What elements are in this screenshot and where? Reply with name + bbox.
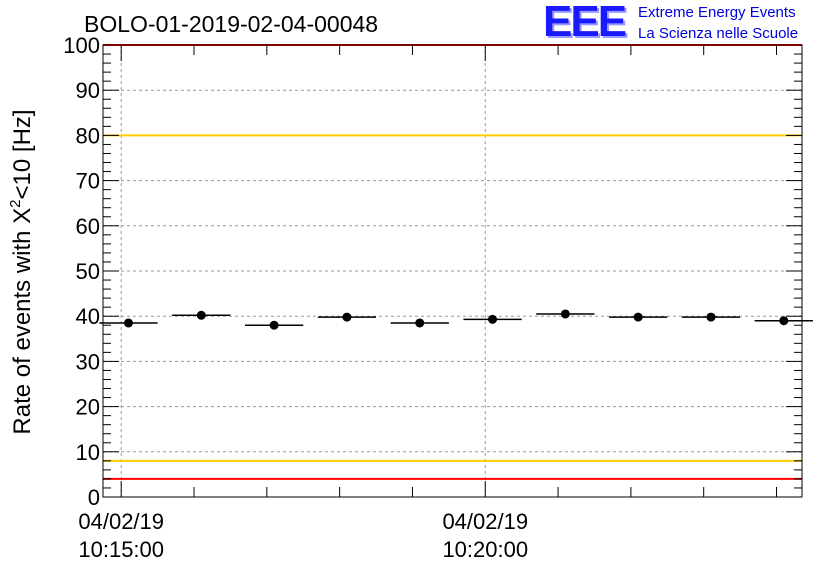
y-tick-label: 80	[76, 123, 100, 148]
data-point	[415, 318, 425, 328]
data-point	[196, 310, 206, 320]
eee-logo: EEE Extreme Energy Events La Scienza nel…	[543, 0, 833, 46]
plot-frame	[102, 44, 803, 498]
data-point	[123, 318, 133, 328]
data-point	[779, 316, 789, 326]
x-tick-label-date: 04/02/19	[78, 509, 164, 534]
data-point	[488, 314, 498, 324]
data-point	[342, 312, 352, 322]
data-point	[269, 320, 279, 330]
y-axis-label-main: Rate of events with X	[9, 208, 36, 435]
x-tick-labels: 04/02/19 10:15:00 04/02/19 10:20:00	[78, 509, 528, 562]
logo-line-2: La Scienza nelle Scuole	[638, 25, 799, 42]
x-tick-label-time: 10:15:00	[78, 537, 164, 562]
axis-ticks	[103, 44, 802, 498]
y-tick-labels: 0 10 20 30 40 50 60 70 80 90 100	[63, 33, 100, 510]
x-tick-label-date: 04/02/19	[442, 509, 528, 534]
grid	[103, 45, 802, 497]
data-point	[706, 312, 716, 322]
y-tick-label: 50	[76, 259, 100, 284]
eee-logo-letters: EEE	[543, 0, 627, 46]
y-tick-label: 70	[76, 169, 100, 194]
y-tick-label: 0	[88, 485, 100, 510]
y-tick-label: 90	[76, 78, 100, 103]
y-tick-label: 100	[63, 33, 100, 58]
y-tick-label: 40	[76, 304, 100, 329]
threshold-lines	[103, 44, 802, 480]
chart-title: BOLO-01-2019-02-04-00048	[84, 11, 378, 37]
y-tick-label: 30	[76, 349, 100, 374]
data-point	[633, 312, 643, 322]
y-axis-label: Rate of events with X2<10 [Hz]	[7, 109, 36, 434]
logo-line-1: Extreme Energy Events	[638, 4, 796, 21]
data-point	[560, 309, 570, 319]
y-tick-label: 20	[76, 395, 100, 420]
y-axis-label-superscript: 2	[7, 199, 24, 207]
x-tick-label-time: 10:20:00	[442, 537, 528, 562]
data-points	[99, 309, 813, 330]
y-axis-label-tail: <10 [Hz]	[9, 109, 36, 199]
y-tick-label: 60	[76, 214, 100, 239]
y-tick-label: 10	[76, 440, 100, 465]
